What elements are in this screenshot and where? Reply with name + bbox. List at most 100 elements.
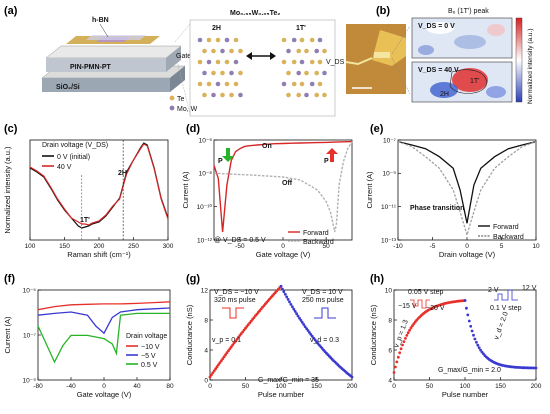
panel-label-b: (b) — [376, 5, 390, 17]
data-point — [465, 306, 468, 310]
data-point — [285, 295, 289, 299]
label-p-right: P — [324, 158, 329, 165]
atom-1t — [317, 59, 323, 65]
atom-1t — [304, 92, 309, 98]
data-point — [212, 369, 216, 373]
data-point — [406, 331, 410, 335]
x-tick-label: 50 — [323, 243, 331, 250]
data-point — [217, 363, 220, 366]
data-point — [350, 375, 354, 379]
series-line-0 — [397, 140, 537, 224]
x-tick-label: 10 — [532, 243, 540, 250]
legend-e-label-1: Backward — [493, 234, 524, 241]
legend-d-label-0: Forward — [303, 230, 329, 237]
data-point — [476, 343, 480, 347]
vds-label: V_DS — [326, 59, 345, 66]
label-on: On — [262, 143, 272, 150]
raman-map-40v — [411, 61, 513, 103]
x-tick-label: 80 — [166, 383, 174, 390]
h-left-pulse-icon — [410, 299, 430, 309]
atom-1t — [299, 37, 305, 43]
arrow-up-icon — [326, 148, 338, 162]
panel-label-g: (g) — [186, 273, 200, 285]
atom-1t — [322, 70, 327, 76]
h-left-range-a: −15 V — [398, 303, 417, 310]
data-point — [466, 313, 470, 317]
atom-2h — [197, 81, 203, 87]
data-point — [534, 366, 538, 370]
x-tick-label: 50 — [242, 383, 250, 390]
series-line-0 — [213, 140, 353, 233]
g-v-right: v_d = 0.3 — [310, 337, 339, 344]
atom-2h — [215, 37, 221, 43]
atom-2h — [238, 70, 243, 76]
x-tick-label: -80 — [33, 383, 43, 390]
device-schematic — [41, 23, 186, 92]
atom-2h — [206, 59, 212, 65]
chart-g: 0 50 100 150 200 0 4 8 12 Pulse number Conductance… — [185, 284, 358, 399]
y-tick-label: 6 — [388, 347, 392, 354]
data-point — [295, 312, 298, 316]
y-tick-label: 10⁻⁵ — [23, 287, 37, 294]
data-point — [306, 329, 310, 332]
colorbar-label: Normalized intensity (a.u.) — [527, 29, 534, 105]
x-tick-label: 150 — [59, 243, 70, 250]
y-tick-label: 10⁻⁶ — [199, 137, 213, 144]
g-v-left: v_p = 0.1 — [212, 337, 241, 344]
atom-2h — [220, 70, 225, 76]
y-tick-label: 4 — [388, 377, 392, 384]
panel-label-a: (a) — [4, 5, 18, 17]
atom-1t — [281, 37, 287, 43]
atom-1t — [291, 81, 297, 87]
atom-2h — [224, 37, 230, 43]
x-tick-label: 100 — [460, 383, 471, 390]
x-tick-label: 200 — [347, 383, 358, 390]
label-p-left: P — [218, 158, 223, 165]
legend-c-label-1: 40 V — [57, 164, 72, 171]
g-left-width: 320 ms pulse — [214, 297, 256, 304]
data-point — [208, 375, 212, 379]
chart-e: -10 -5 0 5 10 10⁻¹³ 10⁻¹¹ 10⁻⁹ 10⁻⁷ Drain voltage… — [365, 137, 540, 259]
x-tick-label: -40 — [66, 383, 76, 390]
optical-micrograph — [345, 24, 411, 95]
legend-f-label-2: 0.5 V — [141, 362, 158, 369]
atom-2h — [229, 48, 234, 54]
chart-f: -80 -40 0 40 80 10⁻⁹ 10⁻⁷ 10⁻⁵ Gate voltage (V) C… — [3, 287, 174, 399]
legend-f-label-0: −10 V — [141, 344, 160, 351]
panel-label-f: (f) — [4, 273, 15, 285]
phase-1t-label: 1T' — [296, 25, 306, 32]
atom-1t — [291, 37, 297, 43]
data-point — [473, 337, 477, 341]
data-point — [292, 307, 296, 311]
hbn-label: h-BN — [92, 17, 109, 24]
x-tick-label: 100 — [276, 383, 287, 390]
atom-2h — [215, 59, 221, 65]
atom-2h — [224, 59, 230, 65]
data-point — [472, 333, 475, 337]
data-point — [298, 316, 301, 320]
y-axis-label: Normalized intensity (a.u.) — [3, 146, 12, 234]
x-tick-label: 0 — [281, 243, 285, 250]
g-left-pulse: V_DS = −10 V — [214, 289, 259, 296]
atom-2h — [197, 37, 203, 43]
atom-2h — [206, 81, 212, 87]
x-axis-label: Gate voltage (V) — [256, 250, 311, 259]
atom-2h — [202, 70, 207, 76]
data-point — [396, 355, 400, 359]
x-tick-label: 0 — [102, 383, 106, 390]
data-point — [392, 371, 396, 374]
series-line-1 — [397, 140, 537, 238]
atoms-1t — [281, 37, 327, 98]
y-tick-label: 10⁻⁹ — [23, 377, 37, 384]
atom-1t — [299, 59, 305, 65]
substrate-label: PIN-PMN-PT — [70, 64, 112, 71]
atom-2h — [215, 81, 221, 87]
chart-d: -50 0 50 10⁻¹² 10⁻¹⁰ 10⁻⁸ 10⁻⁶ Gate voltage (V)… — [181, 137, 353, 259]
data-point — [299, 318, 303, 322]
atom-1t — [281, 59, 287, 65]
x-tick-label: 300 — [163, 243, 174, 250]
data-point — [399, 347, 403, 351]
data-point — [210, 373, 213, 377]
atom-1t — [286, 92, 291, 98]
